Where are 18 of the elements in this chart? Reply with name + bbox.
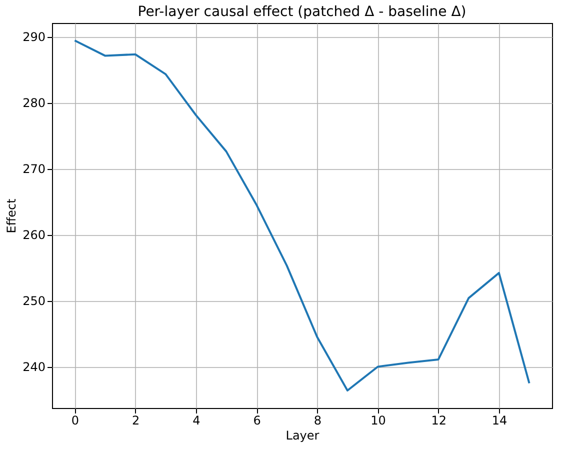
y-axis-title: Effect <box>4 198 19 234</box>
y-tick-label: 270 <box>22 162 46 176</box>
x-tick-label: 12 <box>431 414 447 428</box>
y-tick-label: 260 <box>22 228 46 242</box>
x-tick-label: 8 <box>314 414 322 428</box>
x-tick-label: 2 <box>132 414 140 428</box>
x-axis-title: Layer <box>286 428 320 442</box>
x-tick-label: 6 <box>253 414 261 428</box>
y-tick-label: 280 <box>22 96 46 110</box>
x-tick-label: 10 <box>370 414 386 428</box>
y-tick-label: 290 <box>22 30 46 44</box>
x-tick-label: 0 <box>71 414 80 428</box>
x-tick-label: 4 <box>192 414 200 428</box>
y-tick-label: 240 <box>22 360 46 374</box>
line-series <box>74 40 530 392</box>
x-tick-label: 14 <box>492 414 508 428</box>
chart-title: Per-layer causal effect (patched Δ - baseline Δ) <box>138 4 466 20</box>
y-tick-label: 250 <box>22 294 46 308</box>
